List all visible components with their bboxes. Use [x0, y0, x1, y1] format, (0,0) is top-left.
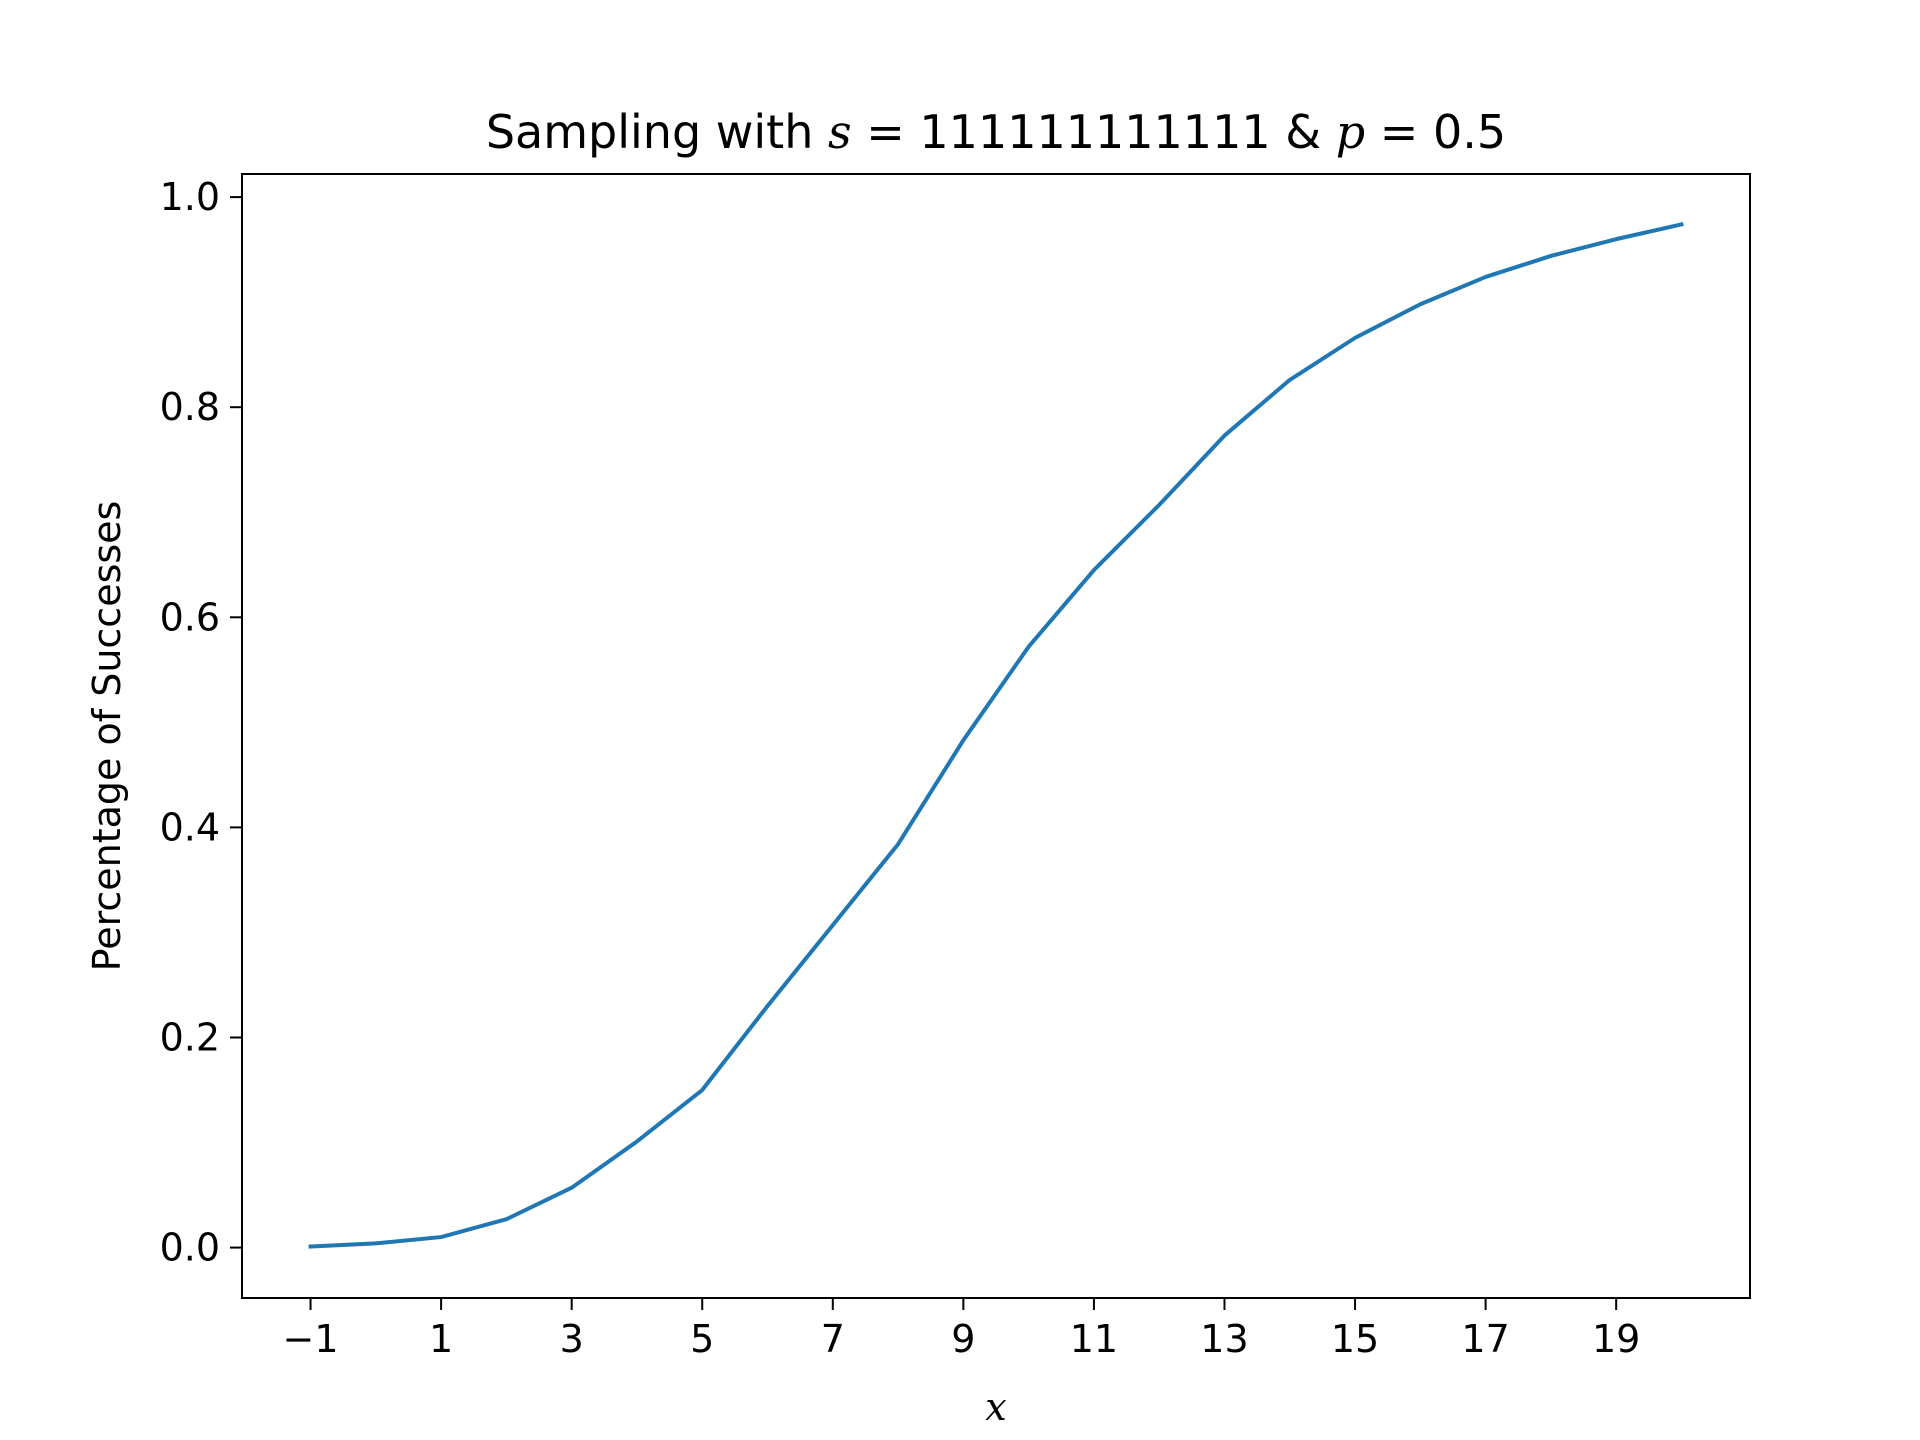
x-axis-label: x [985, 1385, 1006, 1429]
y-tick-label: 0.2 [160, 1015, 220, 1059]
chart-title: Sampling with s = 111111111111 & p = 0.5 [486, 105, 1506, 159]
x-tick-label: 15 [1331, 1317, 1379, 1361]
title-s-equals: = [852, 105, 920, 159]
title-s-value: 111111111111 [919, 105, 1270, 159]
title-prefix: Sampling with [486, 105, 828, 159]
x-tick-label: 17 [1461, 1317, 1509, 1361]
series-line [308, 222, 1684, 1249]
x-tick-label: 7 [821, 1317, 845, 1361]
x-axis-ticks: −1 1 3 5 7 9 11 13 15 17 19 [283, 1298, 1640, 1361]
y-axis-ticks: 0.0 0.2 0.4 0.6 0.8 1.0 [160, 175, 242, 1270]
title-p-equals: = [1365, 105, 1433, 159]
y-tick-label: 0.0 [160, 1226, 220, 1270]
y-tick-label: 1.0 [160, 175, 220, 219]
x-tick-label: 13 [1200, 1317, 1248, 1361]
x-tick-label: 1 [429, 1317, 453, 1361]
y-axis-label: Percentage of Successes [85, 501, 129, 972]
x-tick-label: 3 [560, 1317, 584, 1361]
title-s-symbol: s [828, 105, 852, 159]
title-connector: & [1271, 105, 1336, 159]
y-tick-label: 0.6 [160, 595, 220, 639]
x-tick-label: 11 [1070, 1317, 1118, 1361]
x-tick-label: 19 [1592, 1317, 1640, 1361]
title-p-symbol: p [1336, 105, 1365, 159]
x-tick-label: 9 [951, 1317, 975, 1361]
x-tick-label: −1 [283, 1317, 339, 1361]
title-p-value: 0.5 [1433, 105, 1506, 159]
x-tick-label: 5 [690, 1317, 714, 1361]
y-tick-label: 0.8 [160, 385, 220, 429]
y-tick-label: 0.4 [160, 805, 220, 849]
plot-frame [241, 173, 1751, 1299]
